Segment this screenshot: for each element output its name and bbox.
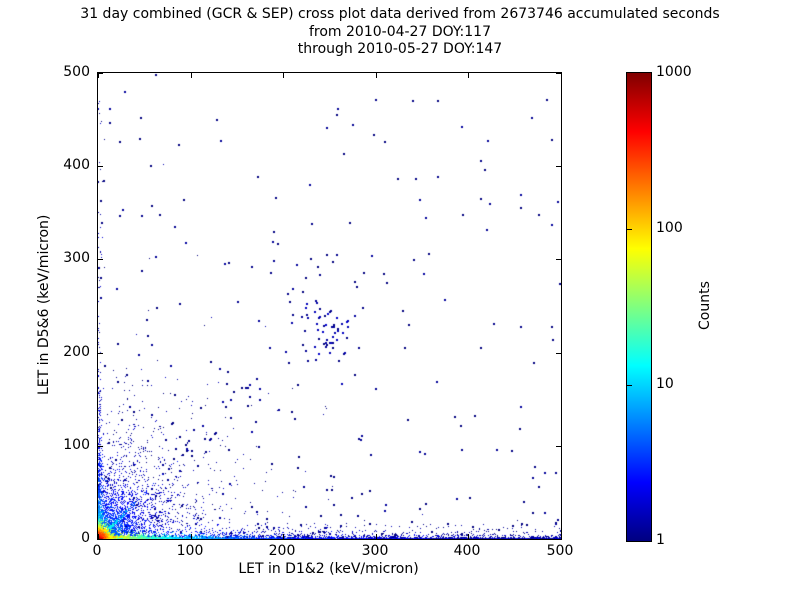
x-tick-label: 0 <box>92 543 102 559</box>
chart-title-line1: 31 day combined (GCR & SEP) cross plot d… <box>80 6 720 22</box>
x-tick-label: 200 <box>268 543 296 559</box>
colorbar-tick-label: 1 <box>656 532 665 548</box>
x-tick-label: 100 <box>176 543 204 559</box>
y-tick-label: 400 <box>63 157 90 173</box>
colorbar-tick-label: 1000 <box>656 64 692 80</box>
x-tick-label: 300 <box>361 543 389 559</box>
axis-tick <box>556 259 561 260</box>
axis-tick <box>98 73 99 78</box>
axis-tick <box>191 534 192 539</box>
plot-area <box>97 72 562 540</box>
x-tick-label: 400 <box>453 543 481 559</box>
colorbar-tick-label: 100 <box>656 220 683 236</box>
axis-tick <box>556 166 561 167</box>
axis-tick <box>627 385 632 386</box>
axis-tick <box>98 446 103 447</box>
colorbar-tick-label: 10 <box>656 376 674 392</box>
axis-tick <box>376 73 377 78</box>
axis-tick <box>283 73 284 78</box>
axis-tick <box>98 353 103 354</box>
axis-tick <box>283 534 284 539</box>
x-axis-label: LET in D1&2 (keV/micron) <box>238 561 419 577</box>
axis-tick <box>561 534 562 539</box>
axis-tick <box>98 539 103 540</box>
axis-tick <box>561 73 562 78</box>
y-tick-label: 0 <box>81 530 90 546</box>
y-tick-label: 100 <box>63 437 90 453</box>
y-axis-label: LET in D5&6 (keV/micron) <box>36 214 52 396</box>
axis-tick <box>556 73 561 74</box>
axis-tick <box>556 539 561 540</box>
axis-tick <box>98 73 103 74</box>
axis-tick <box>468 534 469 539</box>
axis-tick <box>376 534 377 539</box>
scatter-canvas <box>98 73 561 539</box>
axis-tick <box>98 259 103 260</box>
y-tick-label: 300 <box>63 250 90 266</box>
colorbar-label: Counts <box>697 281 713 331</box>
axis-tick <box>98 534 99 539</box>
chart-title-line2: from 2010-04-27 DOY:117 <box>308 23 491 40</box>
chart-title: 31 day combined (GCR & SEP) cross plot d… <box>0 6 800 59</box>
axis-tick <box>191 73 192 78</box>
axis-tick <box>556 353 561 354</box>
axis-tick <box>468 73 469 78</box>
axis-tick <box>98 166 103 167</box>
y-tick-label: 200 <box>63 344 90 360</box>
colorbar <box>626 72 652 542</box>
chart-title-line3: through 2010-05-27 DOY:147 <box>297 41 503 57</box>
axis-tick <box>556 446 561 447</box>
x-tick-label: 500 <box>546 543 574 559</box>
axis-tick <box>627 229 632 230</box>
y-tick-label: 500 <box>63 64 90 80</box>
